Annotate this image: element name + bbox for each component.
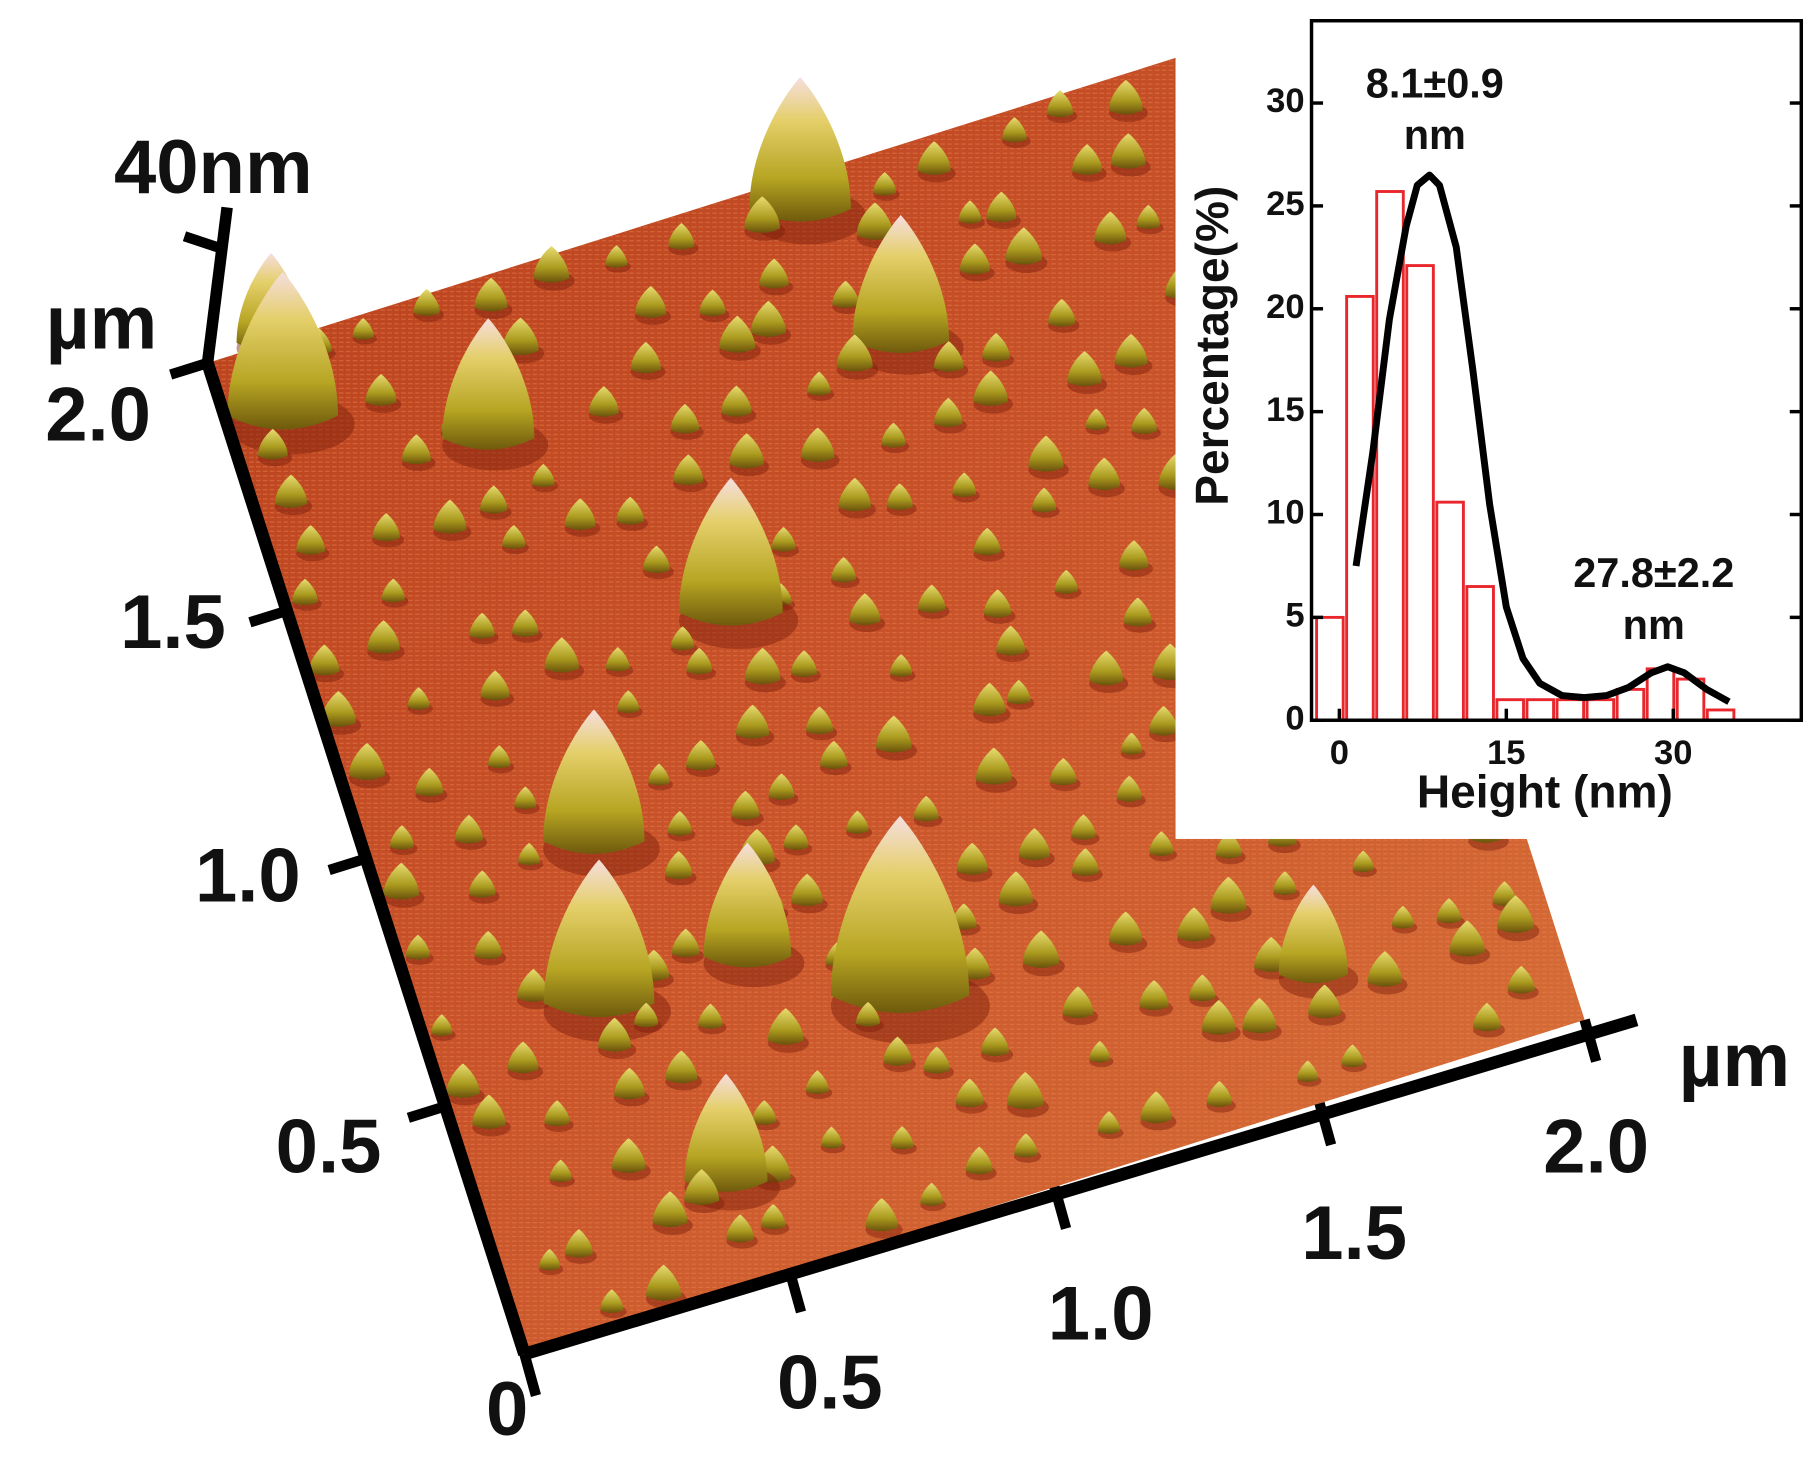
- afm-z-tick: [184, 236, 219, 248]
- histogram-bar: [1497, 700, 1524, 721]
- afm-x-tick-label: 1.5: [1301, 1191, 1407, 1276]
- histogram-bar: [1407, 266, 1434, 721]
- afm-x-tick-label: 0: [486, 1367, 528, 1452]
- y-axis-label: Percentage(%): [1186, 186, 1238, 506]
- body: 40nm µm µm 0.5 1.0 1.5 2.0 0 0.5 1.0 1.5 2.0 0 5 10 15…: [0, 0, 1806, 1467]
- afm-x-tick-label: 2.0: [1543, 1104, 1649, 1189]
- afm-y-tick: [171, 363, 208, 375]
- afm-x-tick-label: 1.0: [1048, 1272, 1154, 1357]
- afm-y-tick-label: 1.5: [120, 580, 226, 665]
- histogram-bar: [1527, 700, 1554, 721]
- page: AFM topography with height histogram {"a…: [0, 0, 1806, 1467]
- histogram-bar: [1617, 689, 1644, 720]
- figure: 40nm µm µm 0.5 1.0 1.5 2.0 0 0.5 1.0 1.5 2.0 0 5 10 15…: [0, 0, 1806, 1467]
- y-tick-label: 15: [1266, 391, 1304, 429]
- histogram-bar: [1437, 502, 1464, 720]
- histogram-inset: 05101520253001530Height (nm)Percentage(%…: [1176, 0, 1806, 839]
- histogram-bar: [1317, 617, 1344, 720]
- histogram-bar: [1467, 587, 1494, 721]
- annotation: 27.8±2.2: [1573, 549, 1734, 596]
- y-tick-label: 25: [1266, 185, 1304, 223]
- annotation: nm: [1404, 111, 1466, 158]
- afm-x-tick-label: 0.5: [777, 1341, 883, 1426]
- histogram-bar: [1557, 700, 1584, 721]
- x-tick-label: 0: [1330, 734, 1349, 772]
- annotation: 8.1±0.9: [1366, 59, 1504, 106]
- afm-y-tick-label: 0.5: [276, 1104, 382, 1189]
- y-tick-label: 20: [1266, 288, 1304, 326]
- afm-y-tick: [408, 1106, 445, 1118]
- x-axis-label: Height (nm): [1417, 765, 1673, 817]
- afm-z-scale: 40nm: [114, 125, 313, 210]
- y-tick-label: 30: [1266, 82, 1304, 120]
- afm-y-tick-label: 2.0: [45, 373, 151, 458]
- histogram-bar: [1347, 296, 1374, 720]
- y-tick-label: 5: [1285, 597, 1304, 635]
- histogram-bar: [1587, 700, 1614, 721]
- afm-z-axis: [208, 207, 228, 363]
- afm-x-unit: µm: [1679, 1018, 1790, 1103]
- y-tick-label: 10: [1266, 494, 1304, 532]
- afm-y-tick-label: 1.0: [195, 834, 301, 919]
- afm-y-tick: [250, 611, 287, 623]
- afm-y-tick: [329, 859, 366, 871]
- afm-particle: [227, 272, 338, 430]
- y-tick-label: 0: [1285, 699, 1304, 737]
- afm-y-unit: µm: [46, 281, 157, 366]
- annotation: nm: [1623, 601, 1685, 648]
